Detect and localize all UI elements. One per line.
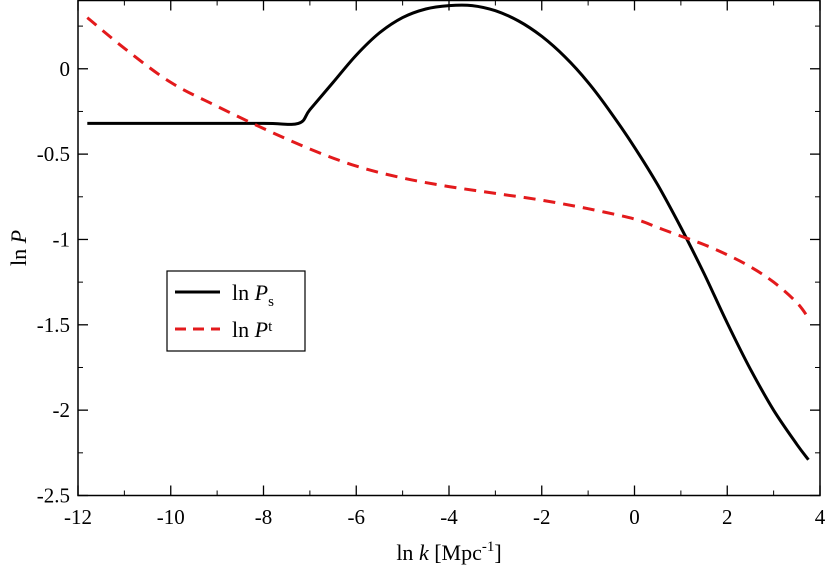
y-axis-label-prefix: ln	[6, 243, 31, 266]
y-tick-label: -0.5	[37, 142, 70, 166]
x-axis-label-exp: -1	[482, 539, 495, 555]
x-axis-ticks: -12 -10 -8 -6 -4 -2 0 2 4	[64, 0, 826, 529]
y-axis-label-var: P	[6, 230, 31, 244]
x-tick-label: -4	[440, 505, 458, 529]
legend-label-pt: ln Pt	[232, 317, 273, 342]
y-tick-label: -2.5	[37, 484, 70, 508]
x-tick-label: 2	[722, 505, 733, 529]
legend-label-ps-var: P	[254, 280, 268, 305]
x-tick-label: -12	[64, 505, 92, 529]
series-line-s	[87, 3, 810, 461]
series-lines	[86, 3, 810, 461]
legend-label-ps: ln Ps	[232, 280, 274, 310]
legend-label-ps-sub: s	[268, 294, 274, 310]
legend: ln Ps ln Pt	[166, 270, 306, 352]
x-tick-label: -6	[348, 505, 366, 529]
y-tick-label: -2	[53, 398, 71, 422]
legend-label-ps-prefix: ln	[232, 280, 255, 305]
x-tick-label: -8	[255, 505, 273, 529]
x-tick-label: 4	[815, 505, 826, 529]
y-axis-ticks: -2.5 -2 -1.5 -1 -0.5 0	[37, 25, 820, 508]
legend-box	[166, 270, 306, 352]
plot-frame	[77, 0, 821, 497]
legend-label-pt-prefix: ln	[232, 317, 255, 342]
x-axis-label-var: k	[419, 540, 430, 565]
x-axis-label-close: ]	[494, 540, 501, 565]
x-tick-label: 0	[629, 505, 640, 529]
legend-label-pt-sub: t	[268, 319, 273, 335]
x-tick-label: -10	[157, 505, 185, 529]
x-axis-label: ln k [Mpc-1]	[396, 539, 501, 565]
series-line-t	[86, 16, 810, 319]
x-axis-label-unit: [Mpc	[429, 540, 482, 565]
y-axis-label: ln P	[6, 230, 31, 266]
x-axis-label-prefix: ln	[396, 540, 419, 565]
y-tick-label: -1.5	[37, 313, 70, 337]
legend-label-pt-var: P	[254, 317, 268, 342]
y-tick-label: 0	[60, 57, 71, 81]
y-tick-label: -1	[53, 227, 71, 251]
x-tick-label: -2	[533, 505, 551, 529]
